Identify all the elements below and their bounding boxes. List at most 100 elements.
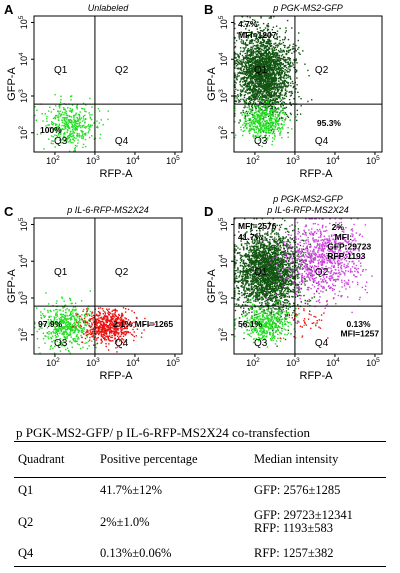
event-dot (250, 82, 253, 84)
event-dot (268, 59, 270, 61)
event-dot (58, 119, 60, 121)
event-dot (93, 322, 95, 324)
event-dot (268, 38, 270, 40)
event-dot (266, 42, 268, 45)
event-dot (260, 124, 262, 126)
event-dot (48, 323, 50, 325)
event-dot (264, 96, 266, 98)
event-dot (260, 65, 262, 67)
event-dot (117, 333, 120, 335)
event-dot (58, 341, 61, 344)
event-dot (95, 339, 98, 341)
event-dot (250, 99, 252, 102)
event-dot (258, 139, 260, 141)
event-dot (273, 66, 275, 69)
event-dot (261, 125, 264, 128)
event-dot (115, 319, 117, 321)
event-dot (114, 323, 116, 325)
event-dot (87, 309, 89, 311)
event-dot (268, 35, 271, 37)
event-dot (129, 331, 131, 334)
event-dot (268, 71, 270, 73)
event-dot (263, 126, 266, 128)
event-dot (64, 304, 66, 307)
event-dot (251, 96, 254, 98)
event-dot (296, 119, 298, 122)
event-dot (103, 315, 106, 317)
event-dot (289, 44, 291, 46)
event-dot (60, 129, 62, 131)
panel-title: p PGK-MS2-GFP (272, 194, 343, 204)
event-dot (268, 132, 270, 134)
quadrant-label-q3: Q3 (254, 136, 268, 147)
event-dot (55, 336, 57, 339)
event-dot (105, 323, 107, 326)
event-dot (259, 52, 261, 55)
event-dot (271, 299, 273, 301)
event-dot (56, 308, 58, 311)
event-dot (65, 326, 67, 328)
event-dot (115, 329, 117, 332)
event-dot (255, 63, 257, 65)
event-dot (267, 42, 269, 44)
event-dot (234, 110, 236, 112)
event-dot (123, 328, 125, 330)
event-dot (270, 77, 272, 79)
event-dot (108, 313, 110, 316)
event-dot (259, 79, 261, 82)
event-dot (284, 31, 287, 34)
panel-title: p PGK-MS2-GFP (272, 3, 343, 13)
event-dot (277, 107, 280, 109)
event-dot (255, 82, 257, 84)
event-dot (97, 127, 99, 129)
event-dot (254, 98, 257, 100)
event-dot (260, 52, 263, 54)
event-dot (254, 104, 256, 106)
event-dot (249, 112, 251, 115)
event-dot (101, 325, 103, 328)
event-dot (84, 121, 86, 123)
event-dot (68, 137, 70, 139)
event-dot (269, 96, 272, 99)
event-dot (278, 56, 280, 59)
event-dot (77, 338, 79, 340)
event-dot (241, 72, 243, 75)
event-dot (265, 61, 267, 63)
event-dot (55, 331, 58, 334)
event-dot (260, 66, 262, 68)
event-dot (252, 56, 254, 59)
event-dot (54, 327, 57, 329)
event-dot (264, 136, 266, 138)
event-dot (89, 339, 91, 341)
event-dot (277, 276, 279, 279)
event-dot (267, 28, 270, 31)
event-dot (264, 116, 267, 118)
event-dot (277, 66, 280, 68)
event-dot (270, 289, 273, 291)
event-dot (74, 330, 76, 332)
event-dot (234, 97, 236, 99)
event-dot (257, 47, 259, 50)
event-dot (85, 132, 87, 134)
event-dot (240, 41, 242, 43)
event-dot (258, 36, 260, 38)
event-dot (275, 72, 277, 74)
event-dot (75, 335, 78, 338)
event-dot (237, 59, 239, 61)
event-dot (262, 102, 264, 105)
event-dot (252, 297, 254, 299)
event-dot (286, 296, 288, 298)
plot-area (34, 16, 182, 152)
event-dot (264, 55, 267, 58)
event-dot (253, 116, 256, 119)
event-dot (58, 123, 61, 125)
event-dot (55, 114, 57, 117)
event-dot (290, 94, 293, 96)
event-dot (249, 87, 251, 89)
event-dot (54, 128, 56, 131)
event-dot (71, 122, 73, 124)
event-dot (270, 34, 272, 36)
quadrant-label-q2: Q2 (115, 267, 129, 278)
event-dot (271, 82, 273, 84)
event-dot (89, 331, 92, 333)
